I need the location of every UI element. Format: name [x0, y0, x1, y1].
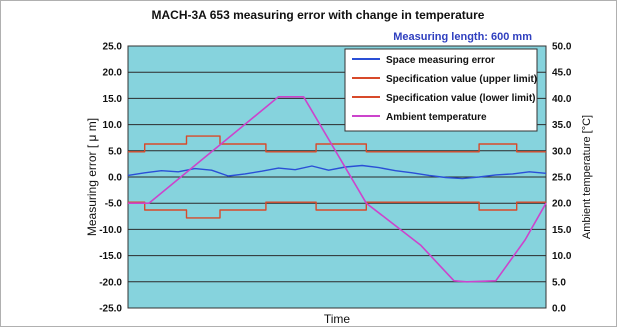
y-axis-right-label: Ambient temperature [°C]	[581, 115, 593, 239]
y-right-tick-label: 35.0	[552, 120, 572, 131]
y-right-tick-label: 40.0	[552, 94, 572, 105]
y-tick-label: -5.0	[105, 199, 123, 210]
legend-label-specification-value-upper-limit: Specification value (upper limit)	[386, 74, 537, 85]
series-line-ambient-temperature	[128, 96, 547, 283]
y-tick-label: -10.0	[99, 225, 122, 236]
chart-subtitle: Measuring length: 600 mm	[393, 31, 532, 43]
y-tick-label: 5.0	[108, 146, 122, 157]
y-tick-label: 10.0	[103, 120, 123, 131]
legend-box	[344, 48, 538, 132]
y-tick-label: 25.0	[103, 42, 123, 53]
legend: Space measuring error Specification value…	[344, 48, 538, 132]
series-line-specification-value-lower-limit	[128, 201, 546, 219]
y-right-tick-label: 15.0	[552, 225, 572, 236]
y-right-tick-label: 5.0	[552, 277, 566, 288]
y-right-tick-label: 50.0	[552, 42, 572, 53]
y-tick-label: 20.0	[103, 68, 123, 79]
x-axis-label: Time	[324, 312, 351, 326]
y-tick-label: -20.0	[99, 277, 122, 288]
y-right-tick-label: 45.0	[552, 68, 572, 79]
legend-label-space-measuring-error: Space measuring error	[386, 55, 495, 66]
y-right-tick-label: 30.0	[552, 146, 572, 157]
y-right-tick-label: 20.0	[552, 199, 572, 210]
y-right-tick-label: 0.0	[552, 304, 566, 315]
series-line-specification-value-upper-limit	[128, 135, 546, 153]
chart-title: MACH-3A 653 measuring error with change …	[152, 8, 485, 22]
y-tick-label: -25.0	[99, 304, 122, 315]
legend-label-specification-value-lower-limit: Specification value (lower limit)	[386, 93, 535, 104]
series-line-space-measuring-error	[127, 164, 547, 180]
legend-label-ambient-temperature: Ambient temperature	[386, 112, 487, 123]
series-lines	[127, 96, 547, 283]
y-right-tick-label: 25.0	[552, 173, 572, 184]
left-axis-ticks: 25.0 20.0 15.0 10.0 5.0 0.0 -5.0 -10.0 -15.0 -20.…	[99, 42, 122, 315]
y-tick-label: -15.0	[99, 251, 122, 262]
y-right-tick-label: 10.0	[552, 251, 572, 262]
y-tick-label: 0.0	[108, 173, 122, 184]
y-axis-label: Measuring error [ μ m]	[85, 118, 99, 236]
y-tick-label: 15.0	[103, 94, 123, 105]
right-axis-ticks: 50.0 45.0 40.0 35.0 30.0 25.0 20.0 15.0 10.0 5.0 0…	[552, 42, 572, 315]
